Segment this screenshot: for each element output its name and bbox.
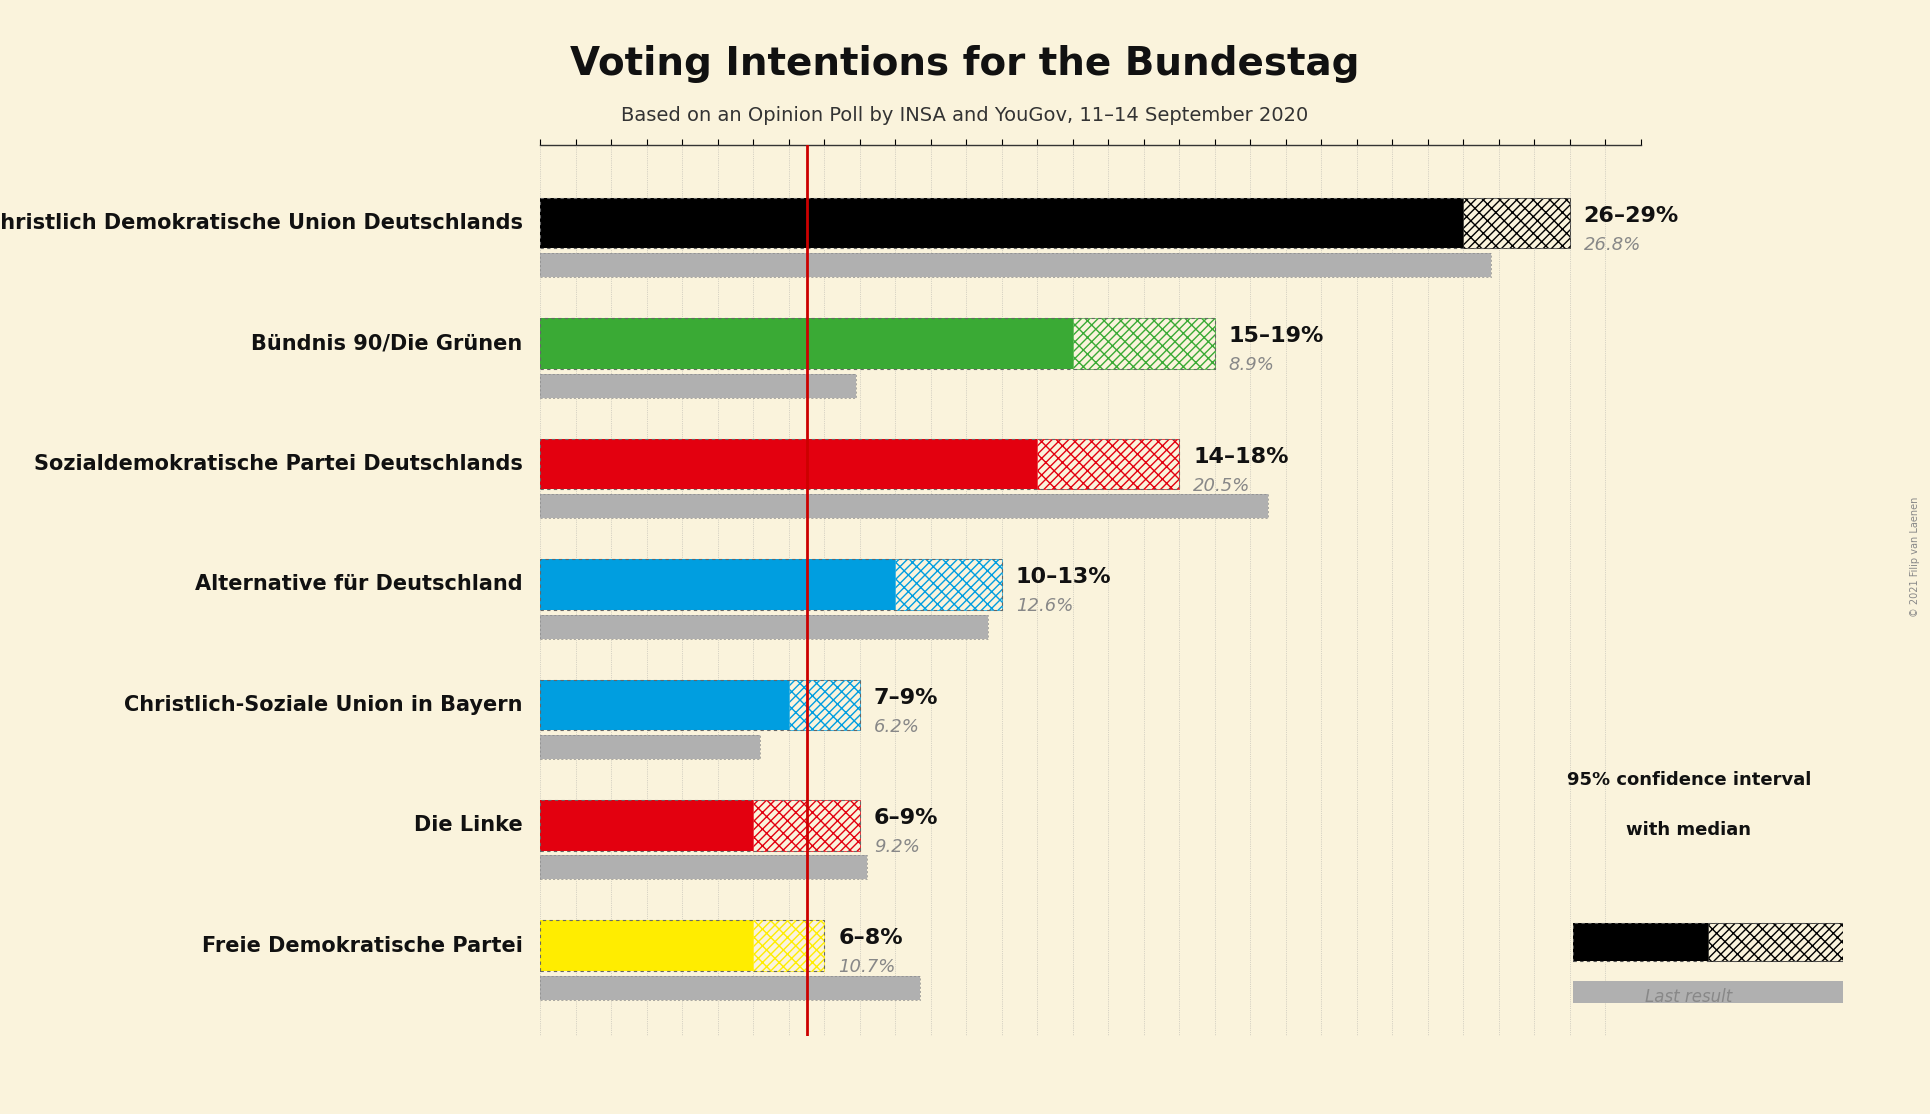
Text: 26.8%: 26.8%	[1585, 236, 1640, 254]
Text: Die Linke: Die Linke	[413, 815, 523, 836]
Bar	[896, 559, 1002, 609]
Bar	[540, 680, 789, 730]
Bar	[753, 800, 859, 851]
Text: Bündnis 90/Die Grünen: Bündnis 90/Die Grünen	[251, 333, 523, 353]
Text: 7–9%: 7–9%	[874, 687, 938, 707]
Text: 10.7%: 10.7%	[838, 958, 896, 976]
Bar	[1073, 319, 1214, 369]
Bar	[540, 680, 859, 730]
Bar	[753, 800, 859, 851]
Bar	[753, 920, 824, 971]
Bar	[540, 495, 1268, 518]
Text: 6.2%: 6.2%	[874, 717, 921, 735]
Bar	[540, 735, 760, 759]
Bar	[540, 559, 896, 609]
Text: Based on an Opinion Poll by INSA and YouGov, 11–14 September 2020: Based on an Opinion Poll by INSA and You…	[621, 106, 1309, 125]
Bar	[789, 680, 859, 730]
Bar	[540, 920, 824, 971]
Bar	[789, 680, 859, 730]
Text: Voting Intentions for the Bundestag: Voting Intentions for the Bundestag	[569, 45, 1361, 82]
Text: 6–8%: 6–8%	[838, 928, 903, 948]
Text: Last result: Last result	[1644, 988, 1733, 1006]
Bar	[540, 976, 921, 1000]
Bar	[753, 920, 824, 971]
Bar	[540, 439, 1179, 489]
Bar	[540, 198, 1569, 248]
Bar	[1073, 319, 1214, 369]
Bar	[540, 319, 1214, 369]
Bar	[540, 373, 857, 398]
Text: 12.6%: 12.6%	[1015, 597, 1073, 615]
Text: 6–9%: 6–9%	[874, 808, 938, 828]
Text: Freie Demokratische Partei: Freie Demokratische Partei	[203, 936, 523, 956]
Bar	[540, 253, 1492, 277]
Text: Alternative für Deutschland: Alternative für Deutschland	[195, 575, 523, 595]
Bar	[540, 615, 988, 638]
Bar	[540, 800, 859, 851]
Bar	[896, 559, 1002, 609]
Bar	[1708, 922, 1843, 960]
Text: 9.2%: 9.2%	[874, 838, 921, 856]
Bar	[540, 800, 753, 851]
Bar	[540, 495, 1268, 518]
Bar	[1463, 198, 1569, 248]
Bar	[540, 615, 988, 638]
Text: 20.5%: 20.5%	[1193, 477, 1251, 495]
Bar	[540, 198, 1463, 248]
Bar	[1036, 439, 1179, 489]
Text: 95% confidence interval: 95% confidence interval	[1567, 771, 1810, 789]
Bar	[540, 735, 760, 759]
Text: © 2021 Filip van Laenen: © 2021 Filip van Laenen	[1911, 497, 1920, 617]
Bar	[540, 559, 1002, 609]
Text: 15–19%: 15–19%	[1229, 326, 1324, 346]
Text: Sozialdemokratische Partei Deutschlands: Sozialdemokratische Partei Deutschlands	[35, 455, 523, 473]
Text: 8.9%: 8.9%	[1229, 356, 1274, 374]
Text: 26–29%: 26–29%	[1585, 206, 1679, 226]
Bar	[540, 439, 1036, 489]
Bar	[540, 373, 857, 398]
Bar	[540, 319, 1073, 369]
Bar	[540, 920, 753, 971]
Text: with median: with median	[1627, 821, 1751, 839]
Bar	[540, 253, 1492, 277]
Text: 14–18%: 14–18%	[1193, 447, 1289, 467]
Bar	[1573, 980, 1843, 1003]
Text: Christlich Demokratische Union Deutschlands: Christlich Demokratische Union Deutschla…	[0, 213, 523, 233]
Bar	[1573, 922, 1843, 960]
Bar	[540, 856, 867, 879]
Bar	[1573, 922, 1708, 960]
Bar	[1036, 439, 1179, 489]
Bar	[540, 976, 921, 1000]
Bar	[540, 856, 867, 879]
Text: Christlich-Soziale Union in Bayern: Christlich-Soziale Union in Bayern	[124, 695, 523, 715]
Text: 10–13%: 10–13%	[1015, 567, 1112, 587]
Bar	[1463, 198, 1569, 248]
